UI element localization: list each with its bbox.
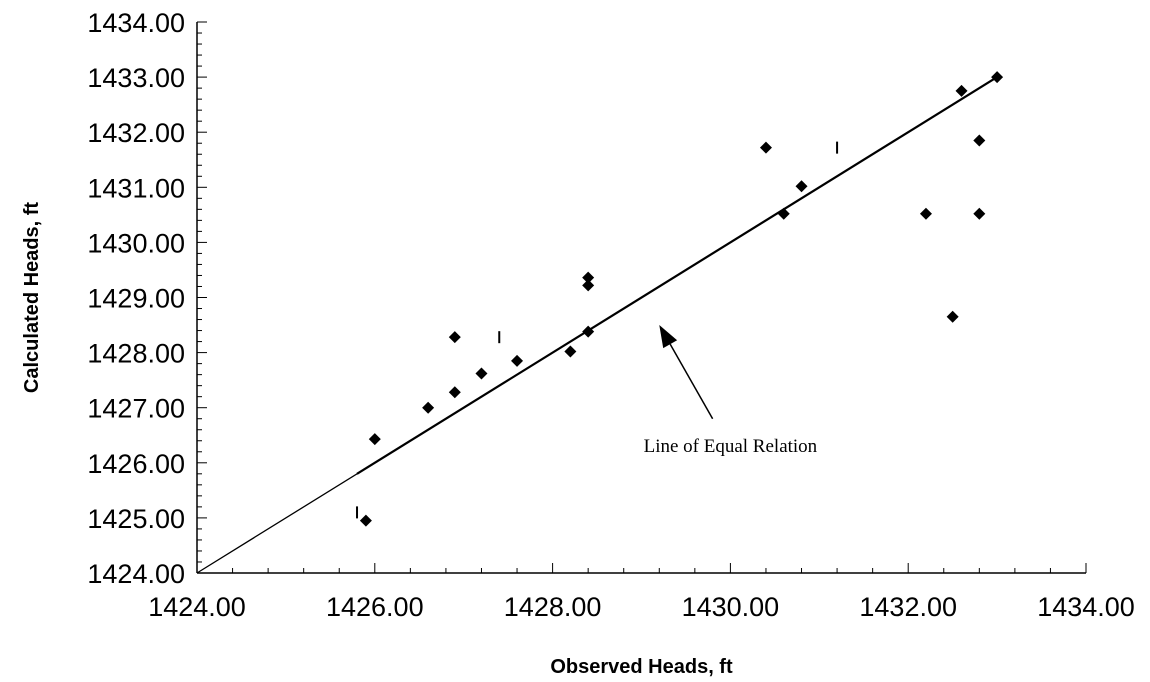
data-point — [475, 367, 488, 380]
data-point — [795, 180, 808, 193]
annotation-arrow-head — [659, 325, 678, 349]
data-point — [422, 401, 435, 414]
y-tick-label: 1430.00 — [87, 228, 185, 258]
annotation-arrow-shaft — [669, 343, 714, 420]
y-tick-label: 1433.00 — [87, 63, 185, 93]
y-axis-title: Calculated Heads, ft — [21, 202, 43, 394]
data-point — [511, 354, 524, 367]
data-point — [564, 345, 577, 358]
y-tick-label: 1427.00 — [87, 394, 185, 424]
data-point — [973, 207, 986, 220]
x-tick-label: 1426.00 — [326, 592, 424, 622]
x-tick-label: 1432.00 — [859, 592, 957, 622]
y-tick-label: 1426.00 — [87, 449, 185, 479]
data-point — [919, 207, 932, 220]
data-points — [356, 71, 1004, 527]
data-point — [777, 207, 790, 220]
data-point — [759, 141, 772, 154]
y-tick-label: 1432.00 — [87, 118, 185, 148]
data-point — [448, 386, 461, 399]
x-tick-label: 1428.00 — [504, 592, 602, 622]
data-point — [368, 433, 381, 446]
x-tick-label: 1434.00 — [1037, 592, 1135, 622]
reference-lines — [196, 76, 998, 574]
annotation-label: Line of Equal Relation — [644, 436, 818, 457]
data-point — [448, 331, 461, 344]
data-point — [991, 71, 1004, 84]
annotation: Line of Equal Relation — [644, 325, 818, 457]
y-tick-label: 1424.00 — [87, 559, 185, 589]
fit-line — [356, 76, 998, 475]
data-point — [582, 271, 595, 284]
y-tick-label: 1431.00 — [87, 173, 185, 203]
axes: 1424.00 1425.00 1426.00 1427.00 1428.00 1429.… — [87, 8, 1134, 622]
x-tick-label: 1424.00 — [148, 592, 246, 622]
axis-titles: Observed Heads, ft Calculated Heads, ft — [21, 202, 733, 678]
y-tick-label: 1425.00 — [87, 504, 185, 534]
data-point — [582, 325, 595, 338]
data-point — [582, 279, 595, 292]
y-tick-label: 1434.00 — [87, 8, 185, 38]
x-tick-label: 1430.00 — [682, 592, 780, 622]
x-axis-title: Observed Heads, ft — [550, 656, 733, 678]
data-point — [359, 514, 372, 527]
y-tick-label: 1428.00 — [87, 339, 185, 369]
data-point — [973, 134, 986, 147]
y-tick-label: 1429.00 — [87, 284, 185, 314]
data-point — [946, 310, 959, 323]
data-point — [955, 84, 968, 97]
